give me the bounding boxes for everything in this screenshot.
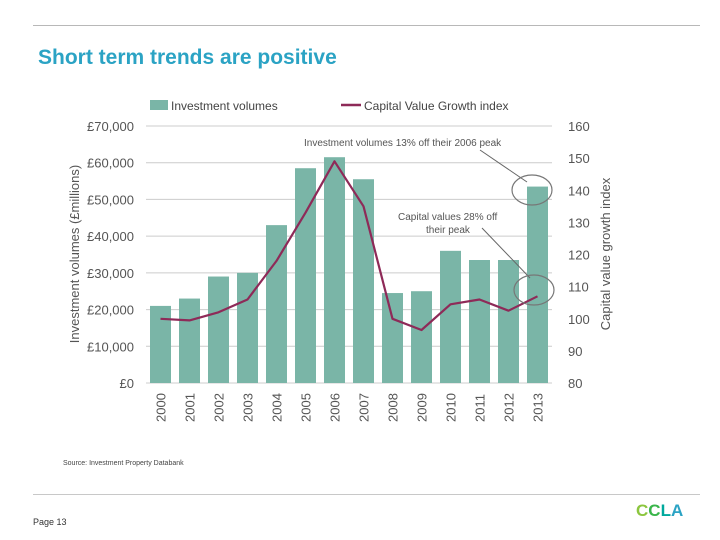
top-divider — [33, 25, 700, 26]
y-right-axis-title: Capital value growth index — [598, 177, 613, 330]
bottom-divider — [33, 494, 700, 495]
y-left-tick-label: £0 — [120, 376, 134, 391]
logo-letter: C — [636, 501, 649, 520]
x-tick-label: 2008 — [386, 393, 401, 422]
annotation-capital-line1: Capital values 28% off — [398, 212, 498, 223]
y-left-tick-label: £70,000 — [87, 119, 134, 134]
x-tick-label: 2011 — [473, 394, 488, 422]
legend-line-label: Capital Value Growth index — [364, 99, 509, 113]
y-left-axis-title: Investment volumes (£millions) — [67, 165, 82, 343]
y-right-tick-label: 90 — [568, 344, 582, 359]
annotations: Investment volumes 13% off their 2006 pe… — [304, 138, 555, 306]
y-left-tick-label: £20,000 — [87, 303, 134, 318]
page-number: Page 13 — [33, 517, 67, 527]
bar-2013 — [527, 186, 548, 383]
source-note: Source: Investment Property Databank — [63, 460, 184, 467]
grid-lines — [146, 125, 552, 384]
x-tick-label: 2004 — [270, 393, 285, 422]
x-tick-label: 2000 — [154, 393, 169, 422]
annotation-volumes-pointer — [479, 149, 528, 183]
bar-2003 — [237, 272, 258, 383]
bar-2001 — [179, 298, 200, 383]
bar-2010 — [440, 250, 461, 383]
bar-2000 — [150, 305, 171, 383]
bar-2012 — [498, 260, 519, 383]
axes: £0 £10,000 £20,000 £30,000 £40,000 £50,000 £60… — [67, 119, 613, 422]
annotation-capital-line2: their peak — [426, 225, 471, 236]
y-left-tick-label: £30,000 — [87, 266, 134, 281]
y-left-tick-label: £50,000 — [87, 192, 134, 207]
y-right-tick-label: 140 — [568, 183, 590, 198]
capital-value-line — [160, 160, 538, 332]
logo-letter: L — [660, 501, 671, 520]
bar-2009 — [411, 291, 432, 383]
y-left-tick-label: £60,000 — [87, 156, 134, 171]
bar-2002 — [208, 276, 229, 383]
y-right-tick-label: 120 — [568, 248, 590, 263]
slide-title: Short term trends are positive — [38, 46, 337, 69]
y-right-tick-label: 110 — [568, 280, 589, 295]
y-left-tick-label: £40,000 — [87, 229, 134, 244]
x-tick-label: 2002 — [212, 393, 227, 422]
line-series — [160, 160, 538, 332]
x-tick-label: 2013 — [531, 393, 546, 422]
bar-2004 — [266, 225, 287, 383]
x-tick-label: 2006 — [328, 393, 343, 422]
bar-2006 — [324, 157, 345, 383]
bar-2008 — [382, 293, 403, 383]
x-tick-label: 2012 — [502, 393, 517, 422]
highlight-circle-volume — [511, 174, 553, 206]
y-right-tick-label: 150 — [568, 151, 590, 166]
annotation-capital-pointer — [481, 227, 531, 279]
y-right-tick-label: 160 — [568, 119, 590, 134]
logo-letter: C — [648, 501, 661, 520]
x-tick-label: 2001 — [183, 393, 198, 422]
legend-bar-swatch — [150, 100, 168, 110]
bar-2011 — [469, 260, 490, 383]
ccla-logo: CCLA — [636, 501, 683, 521]
x-tick-label: 2009 — [415, 393, 430, 422]
y-left-tick-label: £10,000 — [87, 339, 134, 354]
y-right-tick-label: 80 — [568, 376, 582, 391]
annotation-volumes: Investment volumes 13% off their 2006 pe… — [304, 138, 502, 149]
bar-series — [150, 157, 548, 383]
logo-letter: A — [670, 501, 684, 520]
legend: Investment volumes Capital Value Growth … — [150, 99, 509, 113]
legend-bar-label: Investment volumes — [171, 99, 278, 113]
y-right-tick-label: 100 — [568, 312, 590, 327]
x-tick-label: 2005 — [299, 393, 314, 422]
highlight-circle-index — [513, 274, 555, 306]
y-right-tick-label: 130 — [568, 215, 590, 230]
x-tick-label: 2003 — [241, 393, 256, 422]
x-tick-label: 2007 — [357, 393, 372, 422]
x-tick-label: 2010 — [444, 393, 459, 422]
